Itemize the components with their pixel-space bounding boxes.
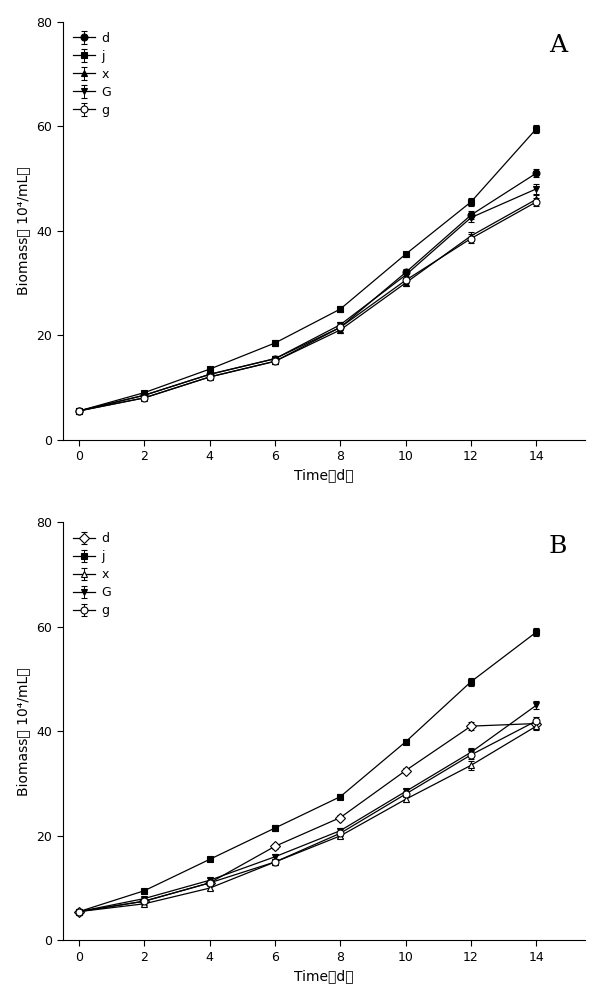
Text: B: B	[549, 535, 567, 558]
Y-axis label: Biomass（ 10⁴/mL）: Biomass（ 10⁴/mL）	[17, 667, 31, 796]
Y-axis label: Biomass（ 10⁴/mL）: Biomass（ 10⁴/mL）	[17, 166, 31, 295]
Text: A: A	[549, 34, 567, 57]
X-axis label: Time（d）: Time（d）	[294, 469, 354, 483]
Legend: d, j, x, G, g: d, j, x, G, g	[69, 529, 115, 621]
Legend: d, j, x, G, g: d, j, x, G, g	[69, 28, 115, 120]
X-axis label: Time（d）: Time（d）	[294, 969, 354, 983]
